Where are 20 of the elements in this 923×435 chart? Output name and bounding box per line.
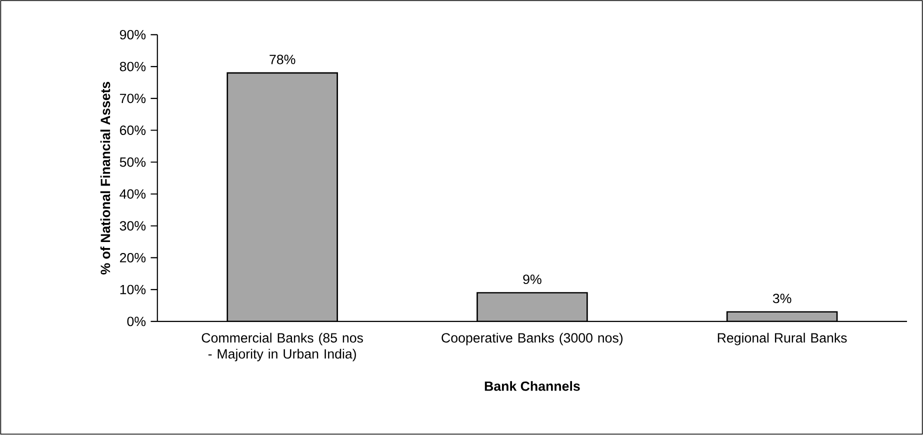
x-tick-label: Regional Rural Banks — [718, 332, 847, 346]
data-label: 78% — [270, 54, 296, 64]
y-tick-label: 70% — [120, 94, 146, 104]
bar — [226, 72, 338, 322]
data-label: 3% — [772, 294, 792, 304]
y-tick-label: 60% — [120, 126, 146, 136]
y-tick-label: 40% — [120, 189, 146, 199]
y-tick-label: 90% — [120, 30, 146, 40]
x-tick-label: Cooperative Banks (3000 nos) — [442, 332, 623, 346]
y-tick-label: 10% — [120, 284, 146, 294]
data-label: 9% — [523, 274, 542, 284]
y-tick-label: 30% — [120, 221, 146, 231]
bar — [476, 292, 588, 322]
x-axis-title: Bank Channels — [484, 381, 580, 391]
y-tick-label: 0% — [127, 316, 146, 326]
y-axis-title: % of National Financial Assets — [100, 82, 110, 275]
y-tick-label: 50% — [120, 158, 146, 167]
y-tick-label: 80% — [120, 62, 146, 72]
x-tick-label: Commercial Banks (85 nos - Majority in Urban India) — [202, 332, 363, 362]
y-tick-label: 20% — [120, 253, 146, 263]
